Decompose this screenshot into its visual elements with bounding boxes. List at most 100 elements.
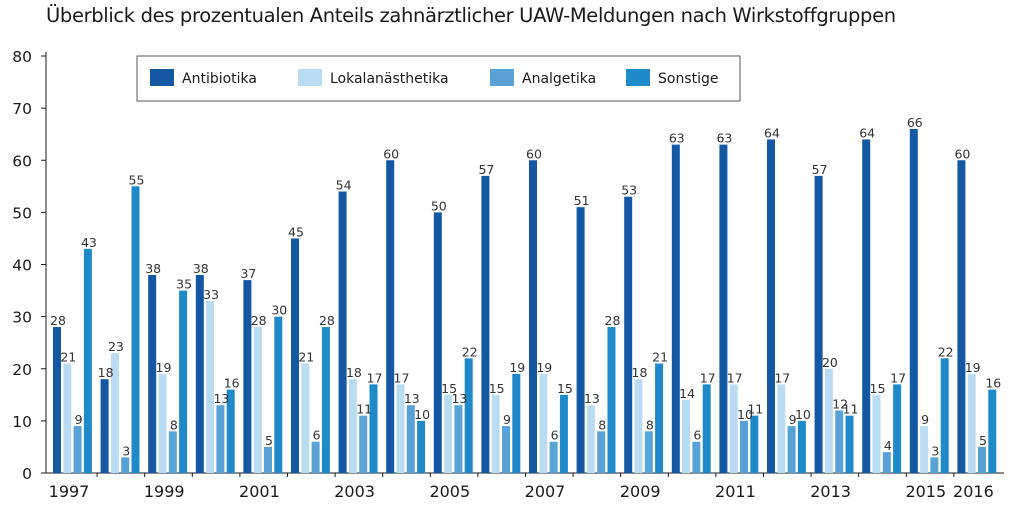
y-tick-label: 0 (22, 465, 32, 483)
legend-swatch (490, 69, 514, 86)
bar (607, 327, 616, 473)
data-label: 35 (176, 277, 192, 292)
bar (454, 405, 463, 473)
data-label: 6 (313, 428, 321, 443)
data-labels: 2821943182335538198353833131637285304521… (50, 115, 1001, 458)
data-label: 19 (965, 360, 981, 375)
data-label: 15 (489, 381, 505, 396)
bar (338, 191, 347, 473)
data-label: 8 (598, 417, 606, 432)
data-label: 13 (451, 391, 467, 406)
data-label: 15 (557, 381, 573, 396)
bar (491, 394, 500, 473)
bar (464, 358, 473, 473)
bar (226, 389, 235, 473)
bar (893, 384, 902, 473)
bar (882, 452, 891, 473)
bar (549, 441, 558, 473)
legend: Antibiotika Lokalanästhetika Analgetika Son… (136, 55, 741, 102)
bar (539, 373, 548, 473)
bar (291, 238, 299, 473)
bar (83, 248, 92, 473)
data-label: 19 (536, 360, 552, 375)
x-tick-label: 2016 (953, 482, 994, 501)
data-label: 54 (336, 178, 352, 193)
y-tick-label: 70 (12, 100, 32, 118)
x-tick-label: 2003 (334, 482, 375, 501)
bar (158, 373, 167, 473)
bar (797, 420, 806, 473)
data-label: 21 (652, 350, 668, 365)
bar (729, 384, 738, 473)
bar (814, 175, 823, 473)
x-tick-label: 2015 (905, 482, 946, 501)
data-label: 17 (700, 370, 716, 385)
bar (644, 431, 653, 473)
data-label: 10 (795, 407, 811, 422)
bar (702, 384, 711, 473)
bar (512, 373, 521, 473)
data-label: 17 (890, 370, 906, 385)
data-label: 43 (81, 235, 97, 250)
data-label: 17 (394, 370, 410, 385)
data-label: 38 (145, 261, 161, 276)
bar (206, 300, 215, 473)
bar (359, 415, 368, 473)
data-label: 37 (240, 266, 256, 281)
bar (930, 457, 939, 473)
bar (559, 394, 568, 473)
bar (845, 415, 854, 473)
data-label: 55 (129, 172, 145, 187)
bar (168, 431, 177, 473)
bar (740, 420, 748, 473)
bar (988, 389, 997, 473)
bar (311, 441, 320, 473)
bar (634, 379, 643, 473)
data-label: 3 (122, 443, 130, 458)
data-label: 8 (170, 417, 178, 432)
bar (767, 139, 775, 473)
data-label: 10 (414, 407, 430, 422)
bar (978, 446, 986, 473)
bar (940, 358, 949, 473)
bar (253, 327, 262, 473)
data-label: 8 (646, 417, 654, 432)
legend-swatch (298, 69, 322, 86)
bar (787, 426, 796, 473)
data-label: 19 (156, 360, 172, 375)
bar (274, 316, 283, 473)
bar (777, 384, 786, 473)
data-label: 15 (441, 381, 457, 396)
data-label: 15 (870, 381, 886, 396)
x-tick-label: 2013 (810, 482, 851, 501)
x-tick-label: 2001 (239, 482, 280, 501)
x-tick-label: 2007 (525, 482, 566, 501)
chart-title: Überblick des prozentualen Anteils zahnä… (46, 4, 896, 27)
data-label: 60 (954, 146, 970, 161)
bar (576, 207, 585, 473)
bar (321, 327, 330, 473)
data-label: 17 (774, 370, 790, 385)
y-tick-label: 10 (12, 413, 32, 431)
data-label: 21 (298, 350, 314, 365)
data-label: 22 (938, 344, 954, 359)
bar (100, 379, 109, 473)
data-label: 11 (356, 402, 372, 417)
data-label: 19 (509, 360, 525, 375)
bar (682, 400, 691, 473)
bar (195, 274, 204, 473)
bar (597, 431, 606, 473)
data-label: 6 (693, 428, 701, 443)
x-tick-label: 2009 (620, 482, 661, 501)
bar (386, 160, 395, 473)
x-tick-label: 2011 (715, 482, 756, 501)
data-label: 18 (98, 365, 114, 380)
bar (406, 405, 415, 473)
data-label: 16 (224, 376, 240, 391)
y-tick-label: 80 (12, 48, 32, 66)
data-label: 57 (478, 162, 494, 177)
legend-label: Sonstige (658, 71, 719, 87)
data-label: 33 (203, 287, 219, 302)
bar (110, 353, 119, 473)
